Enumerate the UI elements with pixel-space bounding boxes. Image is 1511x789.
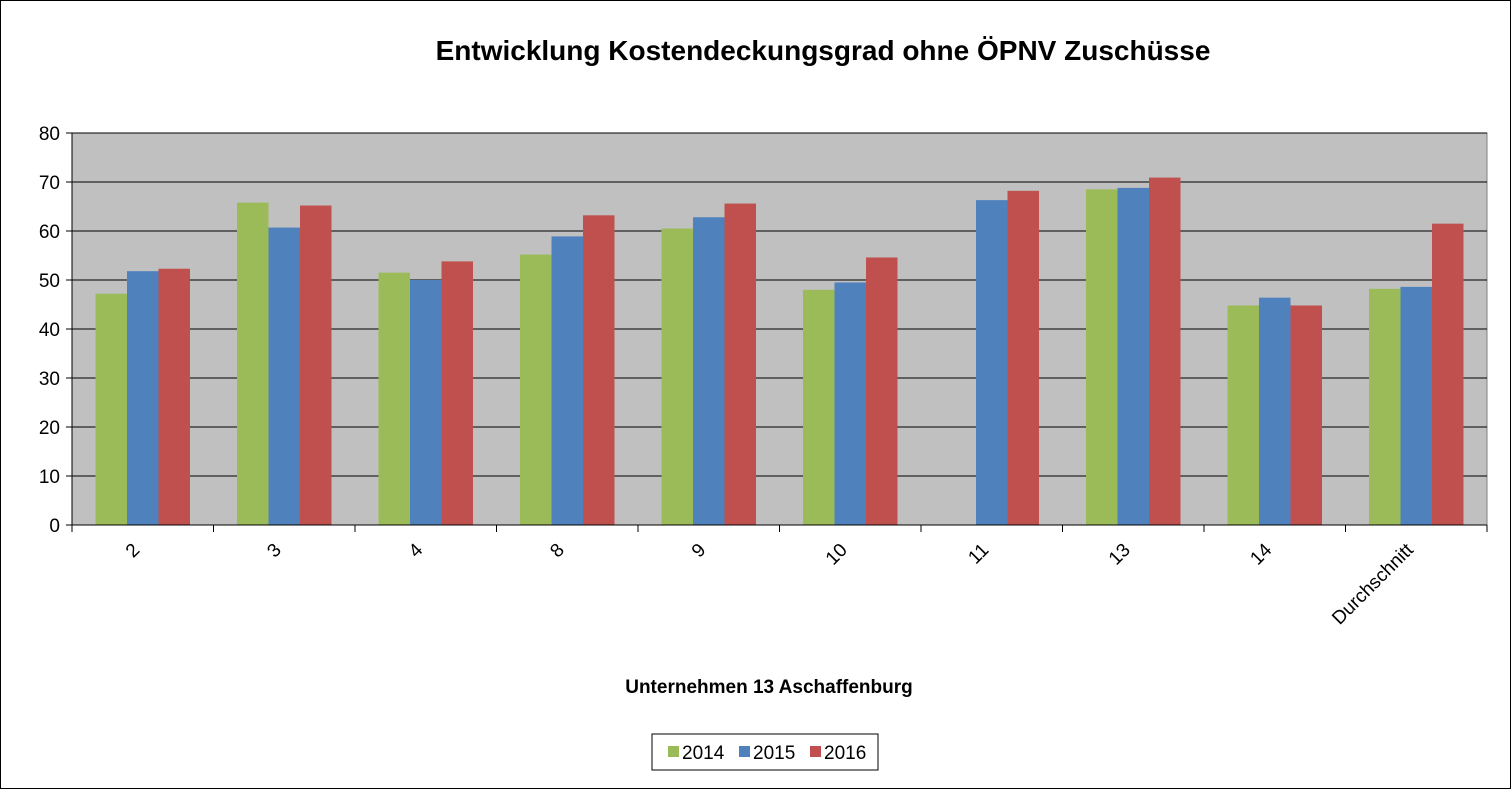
y-tick-label: 50 xyxy=(39,271,60,292)
x-tick-label: 2 xyxy=(122,540,144,562)
x-tick-label: 10 xyxy=(822,540,852,570)
bar-2015-3 xyxy=(268,227,300,525)
bar-2016-13 xyxy=(1149,177,1181,525)
bar-2015-14 xyxy=(1259,297,1291,525)
bar-2016-10 xyxy=(866,257,898,525)
x-tick-label: 11 xyxy=(964,540,993,569)
legend-box xyxy=(651,733,879,771)
bar-2014-13 xyxy=(1086,189,1118,525)
bar-2016-9 xyxy=(724,203,756,525)
y-tick-label: 70 xyxy=(39,173,60,194)
x-tick-label: 3 xyxy=(263,540,285,562)
y-tick-label: 60 xyxy=(39,222,60,243)
legend-label-2014: 2014 xyxy=(682,743,725,764)
x-tick-label: 4 xyxy=(405,539,428,562)
bar-2014-8 xyxy=(520,254,552,525)
bar-2014-4 xyxy=(378,272,410,525)
bars xyxy=(95,177,1464,526)
legend-label-2015: 2015 xyxy=(753,743,795,764)
legend-swatch-2015 xyxy=(739,746,750,757)
bar-2016-2 xyxy=(158,268,190,525)
bar-2015-11 xyxy=(976,200,1008,525)
bar-2016-8 xyxy=(583,215,615,525)
legend-label-2016: 2016 xyxy=(824,743,866,764)
axes xyxy=(66,132,1488,532)
bar-2015-9 xyxy=(693,217,725,525)
x-tick-label: 9 xyxy=(688,540,710,562)
bar-2014-3 xyxy=(237,202,269,525)
x-tick-label: 14 xyxy=(1246,539,1276,569)
bar-2016-14 xyxy=(1290,305,1322,525)
legend-swatch-2016 xyxy=(810,746,821,757)
y-tick-label: 80 xyxy=(39,124,60,145)
legend: 2014 2015 2016 xyxy=(651,733,879,771)
y-tick-label: 30 xyxy=(39,369,60,390)
bar-2014-Durchschnitt xyxy=(1369,288,1401,525)
bar-2015-Durchschnitt xyxy=(1400,286,1432,525)
bar-2014-2 xyxy=(95,293,127,525)
x-tick-labels: 2 3 4 8 9 10 11 13 14 Durchschnitt xyxy=(122,539,1418,629)
bar-2016-3 xyxy=(300,205,332,525)
y-tick-label: 40 xyxy=(39,320,60,341)
bar-2015-8 xyxy=(551,236,583,525)
bar-2016-4 xyxy=(441,261,473,525)
bar-2015-10 xyxy=(834,282,866,525)
x-axis-label: Unternehmen 13 Aschaffenburg xyxy=(625,677,913,698)
bar-2014-9 xyxy=(661,228,693,526)
legend-swatch-2014 xyxy=(668,746,679,757)
bar-2016-Durchschnitt xyxy=(1432,223,1464,525)
chart-title: Entwicklung Kostendeckungsgrad ohne ÖPNV… xyxy=(436,35,1211,66)
y-tick-labels: 0 10 20 30 40 50 60 70 80 xyxy=(39,124,60,537)
bar-2015-13 xyxy=(1117,187,1149,525)
x-tick-label: 8 xyxy=(546,540,568,562)
bar-2015-2 xyxy=(127,271,159,525)
bar-2014-10 xyxy=(803,289,835,525)
bar-2016-11 xyxy=(1007,190,1039,525)
x-tick-label: Durchschnitt xyxy=(1328,539,1418,629)
y-tick-label: 0 xyxy=(49,516,60,537)
bar-2015-4 xyxy=(410,280,442,525)
bar-2014-14 xyxy=(1227,305,1259,525)
x-tick-label: 13 xyxy=(1105,540,1135,570)
y-tick-label: 20 xyxy=(39,418,60,439)
y-tick-label: 10 xyxy=(39,467,60,488)
